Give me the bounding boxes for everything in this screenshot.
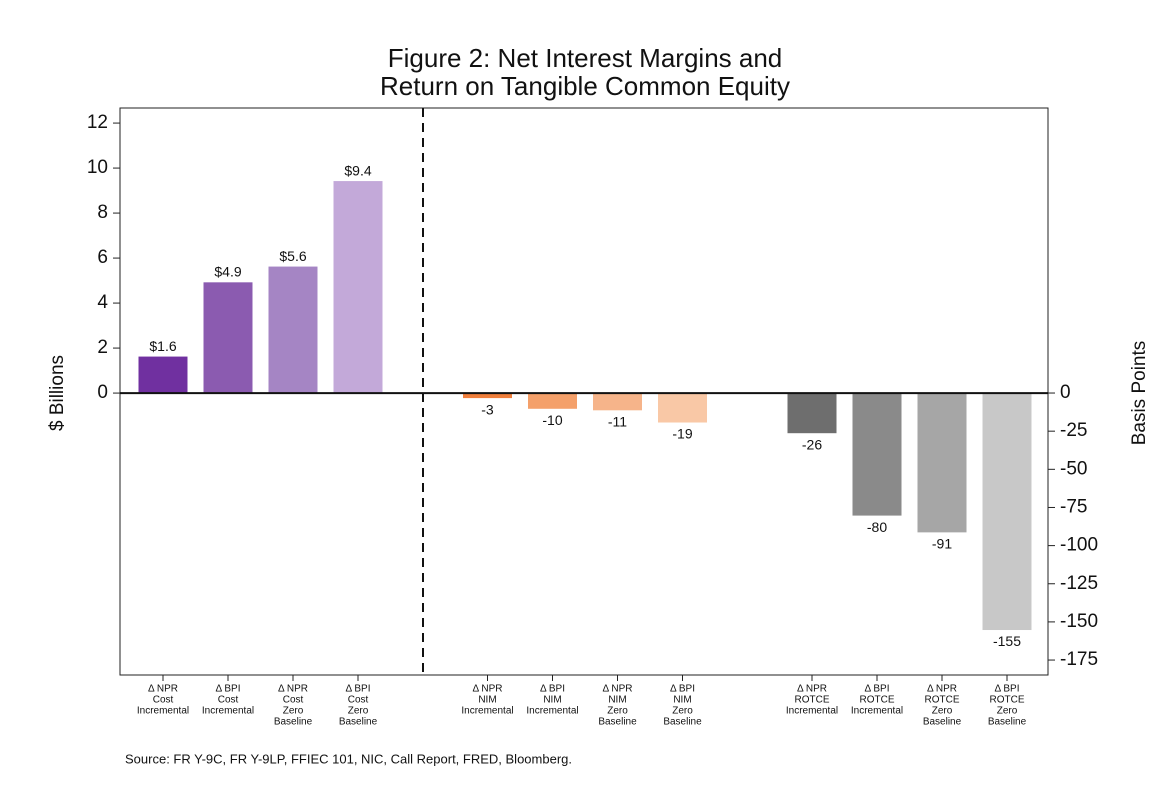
x-tick-label: Δ NPR	[148, 684, 178, 695]
x-tick-label: Baseline	[274, 717, 313, 728]
value-label: -3	[481, 401, 494, 417]
y-tick-label: 8	[97, 202, 108, 223]
plot-frame	[119, 107, 1049, 676]
x-tick-label: NIM	[543, 695, 561, 706]
x-tick-label: Baseline	[663, 717, 702, 728]
chart-title: Return on Tangible Common Equity	[380, 71, 790, 101]
x-tick-label: Δ NPR	[797, 684, 827, 695]
y2-tick-label: -50	[1060, 458, 1087, 479]
value-label: -11	[608, 414, 627, 430]
bar	[138, 356, 188, 394]
x-tick-label: Incremental	[202, 706, 254, 717]
x-tick-label: Δ NPR	[927, 684, 957, 695]
value-label: $1.6	[149, 338, 176, 354]
x-tick-label: Zero	[283, 706, 304, 717]
y2-tick-label: -25	[1060, 420, 1087, 441]
value-label: -26	[802, 436, 822, 452]
x-tick-label: Incremental	[461, 706, 513, 717]
x-tick-label: Baseline	[339, 717, 378, 728]
x-tick-label: Cost	[153, 695, 174, 706]
x-tick-label: Zero	[997, 706, 1018, 717]
y2-tick-label: -100	[1060, 535, 1098, 556]
x-tick-label: Zero	[607, 706, 628, 717]
x-tick-label: Cost	[283, 695, 304, 706]
x-tick-label: ROTCE	[990, 695, 1025, 706]
x-tick-label: Incremental	[851, 706, 903, 717]
bar	[528, 392, 577, 409]
y-axis-label: $ Billions	[47, 355, 68, 431]
x-tick-label: NIM	[608, 695, 626, 706]
y-tick-label: 4	[97, 292, 108, 313]
x-tick-label: Baseline	[923, 717, 962, 728]
source-note: Source: FR Y-9C, FR Y-9LP, FFIEC 101, NI…	[125, 751, 572, 766]
value-label: -155	[993, 633, 1021, 649]
x-tick-label: Baseline	[598, 717, 637, 728]
x-tick-label: NIM	[478, 695, 496, 706]
bar	[982, 392, 1032, 631]
bar	[852, 392, 902, 516]
x-tick-label: Cost	[348, 695, 369, 706]
x-tick-label: Baseline	[988, 717, 1027, 728]
value-label: $9.4	[344, 162, 371, 178]
x-tick-label: Δ BPI	[540, 684, 565, 695]
value-label: -19	[672, 426, 692, 442]
y-tick-label: 12	[87, 112, 108, 133]
x-tick-label: Δ BPI	[215, 684, 240, 695]
x-tick-label: Δ BPI	[670, 684, 695, 695]
x-tick-label: ROTCE	[925, 695, 960, 706]
x-tick-label: ROTCE	[795, 695, 830, 706]
x-tick-label: Δ BPI	[994, 684, 1019, 695]
y2-axis-label: Basis Points	[1129, 341, 1150, 446]
chart-title: Figure 2: Net Interest Margins and	[388, 43, 783, 73]
value-label: -80	[867, 519, 887, 535]
y2-tick-label: -75	[1060, 496, 1087, 517]
bar	[658, 392, 707, 423]
x-tick-label: ROTCE	[860, 695, 895, 706]
x-tick-label: Incremental	[526, 706, 578, 717]
x-tick-label: Zero	[348, 706, 369, 717]
y-tick-label: 10	[87, 157, 108, 178]
y2-tick-label: -125	[1060, 573, 1098, 594]
x-tick-label: Zero	[672, 706, 693, 717]
x-tick-label: Incremental	[137, 706, 189, 717]
value-label: $5.6	[279, 248, 306, 264]
x-tick-label: Δ NPR	[278, 684, 308, 695]
value-label: -91	[932, 536, 952, 552]
x-tick-label: NIM	[673, 695, 691, 706]
bar	[268, 266, 318, 394]
x-tick-label: Cost	[218, 695, 239, 706]
x-tick-label: Δ BPI	[864, 684, 889, 695]
bar	[203, 282, 253, 394]
y-tick-label: 0	[97, 382, 108, 403]
x-tick-label: Δ BPI	[345, 684, 370, 695]
bar	[917, 392, 967, 533]
y-tick-label: 6	[97, 247, 108, 268]
y2-tick-label: -150	[1060, 611, 1098, 632]
value-label: $4.9	[214, 264, 241, 280]
y2-tick-label: 0	[1060, 382, 1071, 403]
x-tick-label: Incremental	[786, 706, 838, 717]
x-tick-label: Δ NPR	[472, 684, 502, 695]
value-label: -10	[542, 412, 562, 428]
x-tick-label: Zero	[932, 706, 953, 717]
x-tick-label: Δ NPR	[602, 684, 632, 695]
y2-tick-label: -175	[1060, 649, 1098, 670]
y-tick-label: 2	[97, 337, 108, 358]
bar	[333, 181, 383, 394]
bar	[593, 392, 642, 411]
bar	[787, 392, 837, 434]
